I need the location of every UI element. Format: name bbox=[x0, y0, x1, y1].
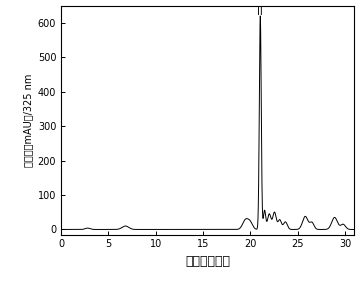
X-axis label: 时间（分钟）: 时间（分钟） bbox=[185, 255, 230, 268]
Text: II: II bbox=[257, 7, 263, 17]
Y-axis label: 吸光度（mAU）/325 nm: 吸光度（mAU）/325 nm bbox=[23, 73, 33, 167]
